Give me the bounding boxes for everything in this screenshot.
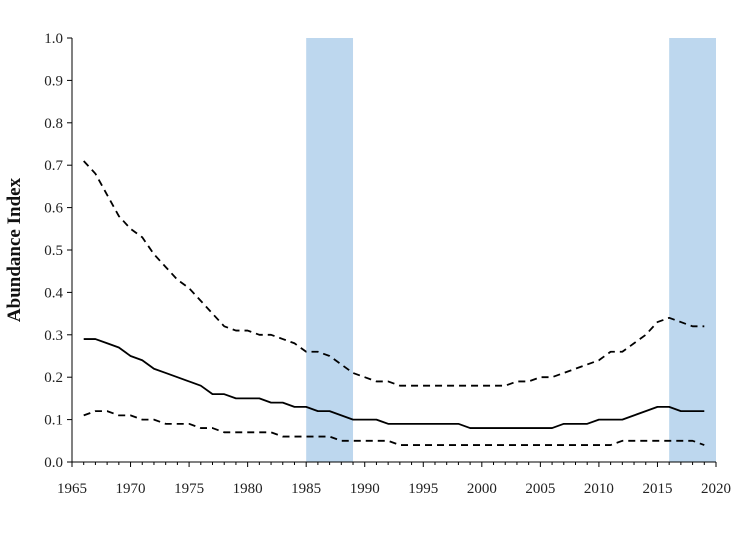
- x-tick-label: 1985: [291, 481, 321, 497]
- x-tick-label: 2020: [701, 481, 731, 497]
- x-tick-label: 1990: [350, 481, 380, 497]
- lower-bound-line: [83, 410, 705, 446]
- x-tick-label: 2015: [642, 481, 672, 497]
- y-tick-label: 0.7: [44, 158, 63, 174]
- x-tick-label: 1975: [174, 481, 204, 497]
- x-tick-label: 1980: [233, 481, 263, 497]
- y-tick-label: 0.5: [44, 243, 63, 259]
- x-tick-label: 1965: [57, 481, 87, 497]
- y-tick-label: 0.2: [44, 370, 63, 386]
- y-tick-label: 1.0: [44, 31, 63, 47]
- index-line: [83, 338, 705, 429]
- shaded-period-2: [669, 38, 716, 462]
- upper-bound-line: [83, 160, 705, 387]
- series-lines: [83, 160, 705, 446]
- y-axis-label: Abundance Index: [4, 177, 25, 322]
- x-tick-label: 1970: [116, 481, 146, 497]
- shaded-period-1: [306, 38, 354, 462]
- y-tick-label: 0.8: [44, 116, 63, 132]
- y-tick-label: 0.1: [44, 413, 63, 429]
- axis-labels: 0.0 0.1 0.2 0.3 0.4 0.5 0.6 0.7 0.8 0.9 1.0 1965 197…: [44, 31, 731, 497]
- shaded-periods: [306, 38, 716, 462]
- y-tick-label: 0.9: [44, 73, 63, 89]
- y-tick-label: 0.3: [44, 328, 63, 344]
- y-tick-label: 0.6: [44, 201, 63, 217]
- x-tick-label: 2010: [584, 481, 614, 497]
- x-tick-label: 2000: [467, 481, 497, 497]
- y-tick-label: 0.4: [44, 285, 63, 301]
- x-tick-label: 2005: [525, 481, 555, 497]
- y-tick-label: 0.0: [44, 455, 63, 471]
- axes: [67, 37, 717, 467]
- x-tick-label: 1995: [408, 481, 438, 497]
